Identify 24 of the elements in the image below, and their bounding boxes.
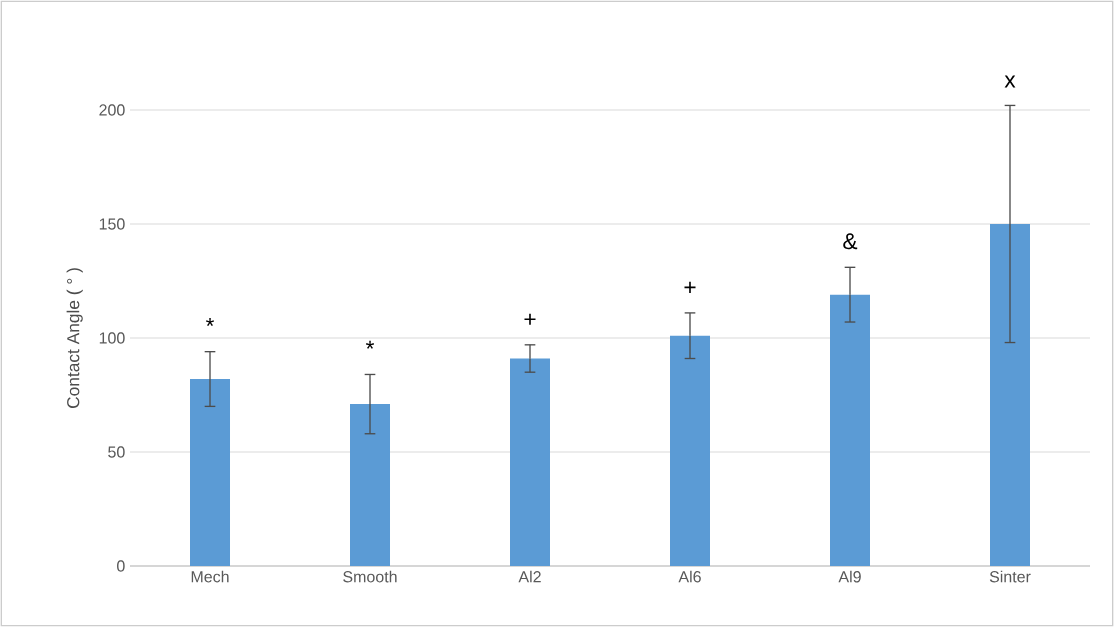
text: x xyxy=(1004,75,1016,88)
y-axis-title: Contact Angle ( ° ) xyxy=(66,268,83,409)
x-tick-label: Al9 xyxy=(838,570,861,583)
bar xyxy=(190,379,230,566)
annotation: * xyxy=(205,318,215,326)
y-tick-label: 100 xyxy=(99,332,125,344)
x-tick-label: Sinter xyxy=(989,570,1031,583)
bar xyxy=(830,294,870,566)
bar xyxy=(510,358,550,566)
x-tick-label: Al6 xyxy=(678,570,701,583)
y-tick-label: 50 xyxy=(108,446,125,458)
x-tick-label: Mech xyxy=(191,570,229,583)
x-tick-label: Al2 xyxy=(518,570,541,583)
annotation: * xyxy=(365,340,375,349)
annotation: + xyxy=(524,313,536,325)
bar xyxy=(670,335,710,566)
x-tick-label: Smooth xyxy=(343,570,397,583)
bar xyxy=(350,404,391,566)
annotation: + xyxy=(684,281,696,293)
y-tick-label: 150 xyxy=(99,218,125,230)
y-tick-label: 0 xyxy=(117,560,125,572)
bar xyxy=(990,223,1030,566)
annotation: & xyxy=(843,233,858,250)
y-tick-label: 200 xyxy=(99,104,125,116)
